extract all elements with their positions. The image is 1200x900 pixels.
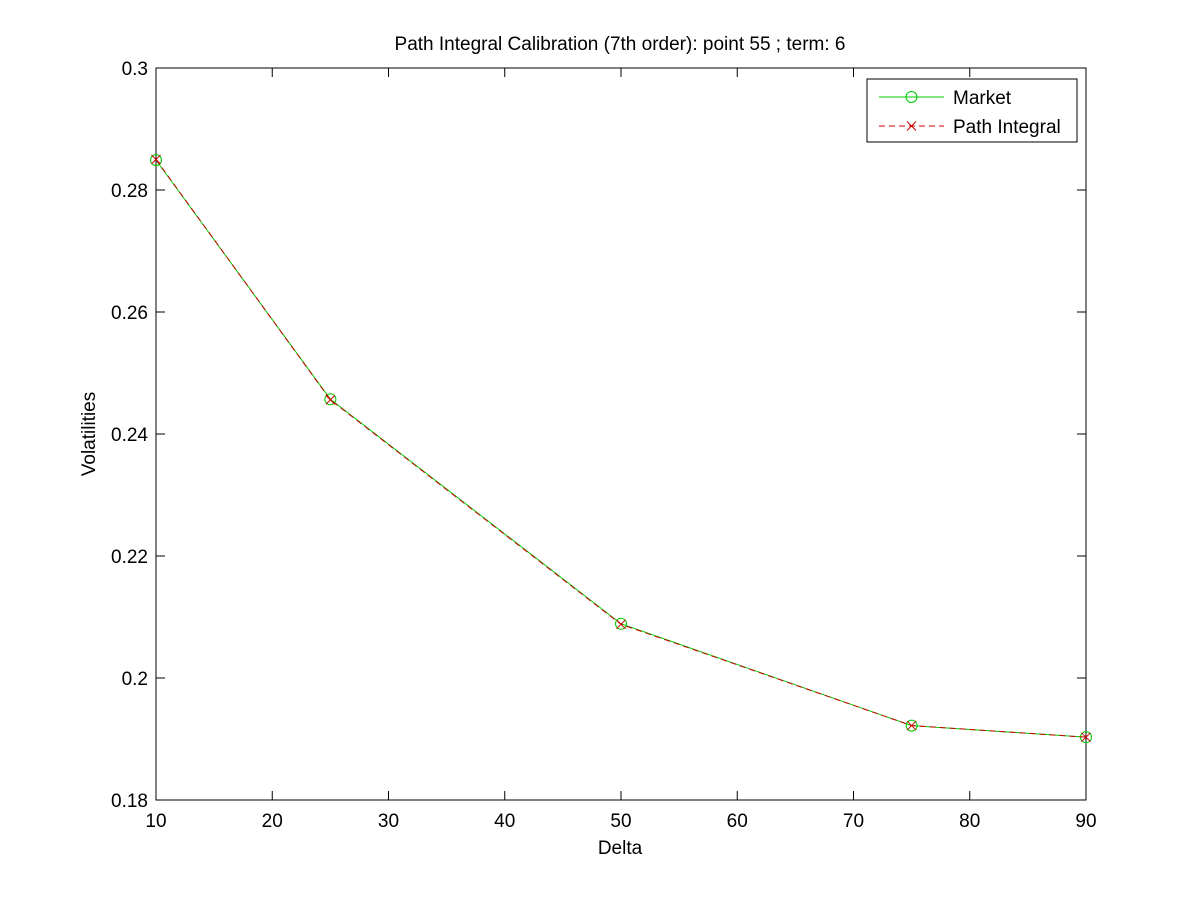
data-point-circle — [905, 719, 918, 732]
x-tick-label: 80 — [959, 811, 980, 832]
x-axis-label: Delta — [598, 838, 643, 859]
data-point-circle — [150, 154, 162, 167]
y-tick-label: 0.28 — [111, 181, 148, 202]
series-layer — [150, 154, 1092, 744]
x-tick-label: 20 — [262, 811, 283, 832]
data-point-x-stroke — [906, 121, 917, 131]
legend-entry-market: Market — [879, 88, 1012, 109]
data-point-x-stroke — [325, 394, 336, 405]
x-tick-label: 30 — [378, 811, 399, 832]
y-tick-label: 0.3 — [122, 59, 148, 80]
x-tick-label: 90 — [1075, 811, 1096, 832]
data-point-circle — [905, 91, 918, 103]
y-tick-label: 0.18 — [111, 791, 148, 812]
series-path-integral — [151, 154, 1091, 743]
y-tick-label: 0.24 — [111, 425, 148, 446]
data-point-x-stroke — [151, 154, 161, 165]
data-point-circle — [324, 393, 337, 406]
legend-box — [866, 78, 1078, 143]
data-point-x — [1081, 732, 1091, 743]
data-point-x-stroke — [906, 720, 917, 731]
y-tick-label: 0.22 — [111, 547, 148, 568]
data-point-x — [616, 619, 626, 630]
plot-area — [155, 67, 1087, 801]
axis-ticks: 10 20 30 40 50 60 70 80 90 0.18 0.2 0.22 0.24 0.26 0.2… — [111, 59, 1097, 832]
data-point-x-stroke — [616, 619, 626, 630]
x-tick-label: 40 — [494, 811, 515, 832]
x-tick-label: 70 — [843, 811, 864, 832]
y-axis-label: Volatilities — [79, 392, 100, 477]
data-point-x — [151, 154, 161, 165]
data-point-x — [906, 121, 917, 131]
x-tick-label: 50 — [610, 811, 631, 832]
y-tick-label: 0.26 — [111, 303, 148, 324]
legend: Market Path Integral — [866, 78, 1078, 143]
data-point-x-stroke — [1081, 732, 1091, 743]
data-point-x — [906, 720, 917, 731]
chart-title: Path Integral Calibration (7th order): p… — [395, 34, 846, 55]
legend-label: Market — [953, 88, 1012, 109]
legend-entry-path-integral: Path Integral — [879, 117, 1061, 138]
x-tick-label: 10 — [145, 811, 166, 832]
x-tick-label: 60 — [727, 811, 748, 832]
y-tick-label: 0.2 — [122, 669, 148, 690]
data-point-x — [325, 394, 336, 405]
legend-label: Path Integral — [953, 117, 1061, 138]
data-point-circle — [615, 617, 627, 630]
